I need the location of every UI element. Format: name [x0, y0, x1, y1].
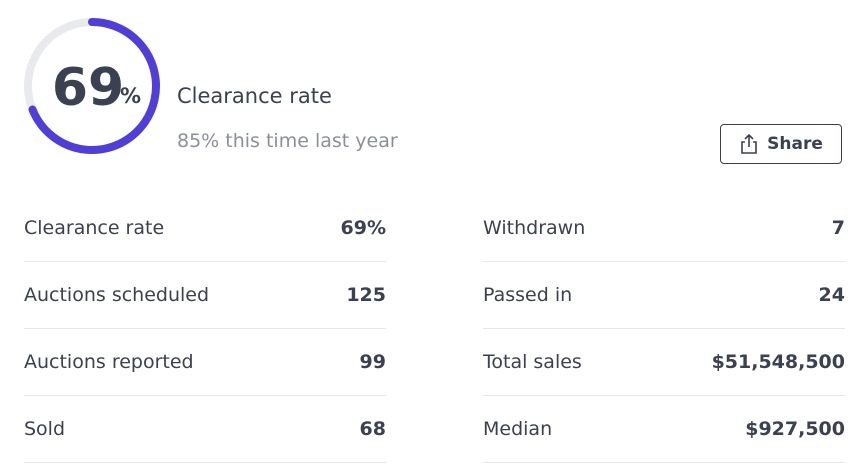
stat-row: Auctions scheduled 125: [24, 262, 386, 329]
stats-right: Withdrawn 7 Passed in 24 Total sales $51,548,…: [483, 195, 845, 463]
title: Clearance rate: [177, 84, 332, 108]
stat-value: $927,500: [745, 418, 845, 440]
stat-label: Auctions scheduled: [24, 284, 210, 306]
stat-label: Median: [483, 418, 553, 440]
gauge: 69 %: [24, 18, 160, 154]
stats-left: Clearance rate 69% Auctions scheduled 125 Au…: [24, 195, 386, 463]
subtitle: 85% this time last year: [177, 130, 398, 152]
stat-label: Sold: [24, 418, 66, 440]
stat-value: 99: [359, 351, 386, 373]
stat-label: Passed in: [483, 284, 573, 306]
stat-label: Withdrawn: [483, 217, 586, 239]
stat-row: Auctions reported 99: [24, 329, 386, 396]
share-icon: [741, 133, 757, 154]
stat-row: Sold 68: [24, 396, 386, 463]
stat-value: 68: [359, 418, 386, 440]
stat-value: $51,548,500: [711, 351, 845, 373]
gauge-arc: [28, 18, 160, 154]
stat-value: 69%: [340, 217, 386, 239]
share-label: Share: [767, 134, 823, 154]
stat-row: Total sales $51,548,500: [483, 329, 845, 396]
stat-value: 24: [818, 284, 845, 306]
gauge-unit: %: [120, 84, 141, 108]
gauge-value: 69: [52, 58, 124, 118]
stat-row: Passed in 24: [483, 262, 845, 329]
stat-label: Auctions reported: [24, 351, 194, 373]
stat-row: Withdrawn 7: [483, 195, 845, 262]
stat-label: Clearance rate: [24, 217, 165, 239]
stat-row: Clearance rate 69%: [24, 195, 386, 262]
stat-label: Total sales: [483, 351, 582, 373]
stat-value: 7: [831, 217, 845, 239]
stat-value: 125: [346, 284, 386, 306]
share-button[interactable]: Share: [720, 124, 842, 164]
stat-row: Median $927,500: [483, 396, 845, 463]
